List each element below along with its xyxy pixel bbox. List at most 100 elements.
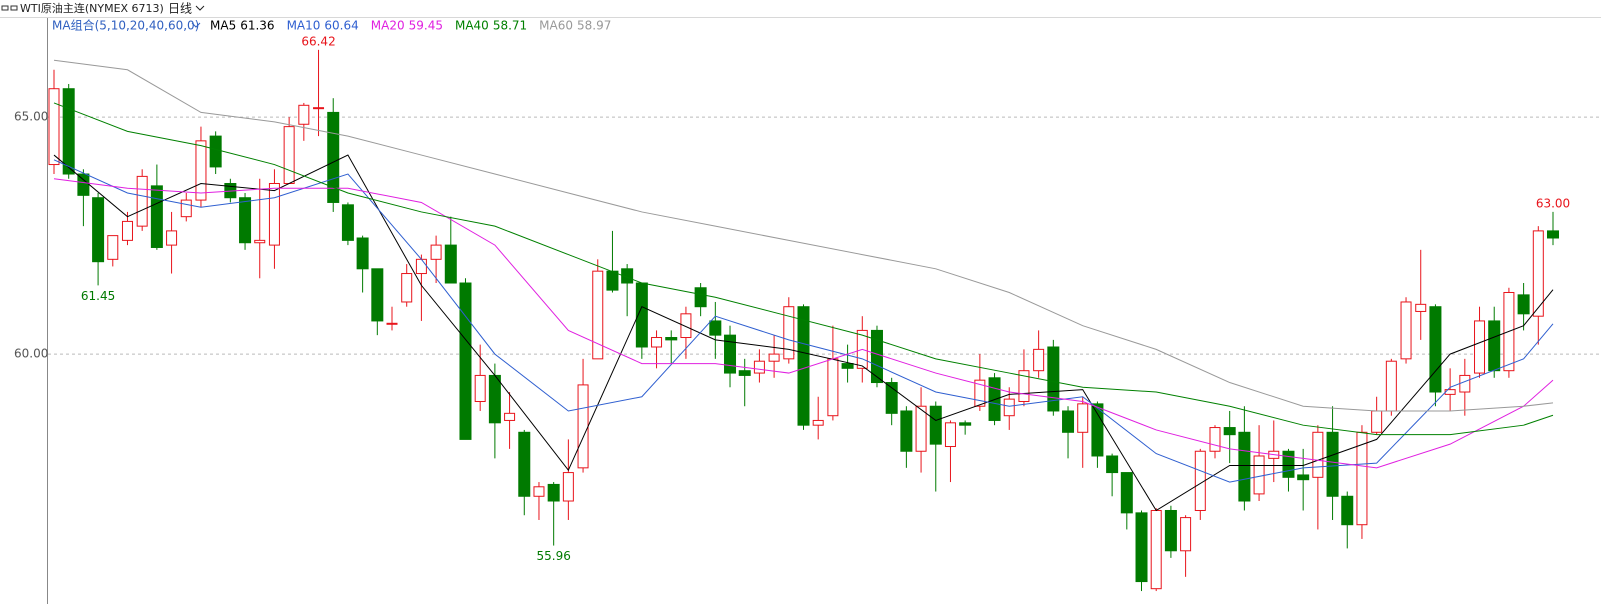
candle-body bbox=[753, 360, 765, 374]
extreme-label: 63.00 bbox=[1536, 196, 1570, 210]
candle-body bbox=[1150, 509, 1162, 590]
ma-group-chevron[interactable] bbox=[191, 22, 201, 28]
candle-body bbox=[694, 287, 707, 308]
ma-line bbox=[53, 178, 1554, 469]
ma-line bbox=[53, 154, 1554, 512]
candle-body bbox=[577, 384, 589, 469]
candle-body bbox=[665, 337, 678, 341]
candle-body bbox=[1474, 320, 1486, 374]
candle-body bbox=[298, 104, 310, 125]
candle-body bbox=[562, 472, 574, 502]
legend-value: 61.36 bbox=[240, 19, 274, 33]
legend-name: MA20 bbox=[371, 19, 405, 33]
candle-body bbox=[1312, 431, 1324, 478]
candle-body bbox=[885, 382, 898, 414]
candle-body bbox=[1371, 410, 1383, 433]
extreme-label: 66.42 bbox=[301, 34, 335, 48]
candle-body bbox=[915, 405, 927, 452]
candle-body bbox=[812, 419, 824, 426]
candle-body bbox=[136, 175, 148, 227]
candle-body bbox=[356, 237, 369, 270]
ma-line bbox=[53, 59, 1554, 412]
candle-body bbox=[724, 334, 737, 374]
candle-body bbox=[62, 88, 75, 175]
candle-body bbox=[430, 244, 442, 260]
extreme-label: 61.45 bbox=[81, 289, 115, 303]
candle-body bbox=[48, 88, 60, 166]
candle-body bbox=[1033, 348, 1045, 372]
candle-body bbox=[313, 107, 325, 110]
candle-body bbox=[166, 230, 178, 246]
candle-body bbox=[547, 483, 560, 502]
y-tick-label: 65.00 bbox=[14, 110, 48, 124]
candle-body bbox=[1429, 306, 1442, 393]
candle-body bbox=[1253, 455, 1265, 495]
candle-body bbox=[254, 239, 266, 244]
candle-body bbox=[1223, 427, 1236, 436]
candle-body bbox=[738, 370, 751, 376]
candle-body bbox=[121, 220, 133, 241]
ma-group-label[interactable]: MA组合(5,10,20,40,60,0) bbox=[52, 18, 199, 33]
header-icon bbox=[1, 5, 18, 11]
chart-title: WTI原油主连(NYMEX 6713) bbox=[20, 1, 164, 15]
candle-body bbox=[1077, 403, 1089, 433]
candle-body bbox=[1062, 410, 1075, 433]
candle-body bbox=[1488, 320, 1501, 372]
candle-body bbox=[592, 270, 604, 360]
candle-body bbox=[929, 405, 942, 445]
period-label[interactable]: 日线 bbox=[168, 2, 192, 16]
candle-body bbox=[239, 197, 252, 244]
candle-body bbox=[1326, 431, 1339, 497]
candle-body bbox=[841, 363, 854, 369]
candle-body bbox=[680, 313, 692, 339]
candle-body bbox=[488, 374, 501, 424]
candle-body bbox=[1106, 455, 1119, 474]
candle-body bbox=[1517, 294, 1530, 315]
candle-body bbox=[900, 410, 913, 452]
candle-body bbox=[797, 306, 810, 426]
ma-line bbox=[53, 159, 1554, 483]
candle-body bbox=[415, 258, 427, 275]
candle-body bbox=[959, 422, 972, 426]
candle-body bbox=[107, 235, 119, 260]
legend-value: 59.45 bbox=[409, 19, 443, 33]
candle-body bbox=[371, 268, 384, 322]
extreme-label: 55.96 bbox=[536, 549, 570, 563]
candle-body bbox=[341, 204, 354, 241]
candle-body bbox=[77, 173, 90, 196]
candle-body bbox=[1341, 495, 1354, 526]
candle-body bbox=[783, 306, 795, 360]
candle-body bbox=[401, 273, 413, 303]
candle-body bbox=[504, 412, 516, 421]
legend-value: 58.71 bbox=[493, 19, 527, 33]
period-chevron[interactable] bbox=[195, 5, 205, 11]
candle-body bbox=[1135, 512, 1148, 583]
candle-body bbox=[1238, 431, 1251, 502]
candle-body bbox=[518, 431, 531, 497]
candle-body bbox=[768, 353, 780, 362]
candle-body bbox=[327, 111, 340, 203]
y-tick-label: 60.00 bbox=[14, 347, 48, 361]
candle-body bbox=[974, 379, 986, 407]
candle-body bbox=[944, 422, 956, 448]
candle-body bbox=[386, 322, 398, 325]
candle-body bbox=[1532, 230, 1544, 317]
candle-body bbox=[474, 374, 486, 402]
candle-body bbox=[1209, 427, 1221, 452]
candle-body bbox=[870, 329, 883, 384]
candle-body bbox=[1400, 301, 1412, 360]
candle-body bbox=[606, 270, 619, 291]
legend-name: MA10 bbox=[287, 19, 321, 33]
candle-body bbox=[92, 197, 105, 263]
legend-value: 60.64 bbox=[324, 19, 358, 33]
candle-body bbox=[444, 244, 457, 284]
candle-body bbox=[1180, 517, 1192, 552]
candle-body bbox=[1091, 403, 1104, 457]
legend-value: 58.97 bbox=[577, 19, 611, 33]
candle-body bbox=[1282, 450, 1295, 478]
candle-body bbox=[283, 126, 295, 184]
candle-body bbox=[651, 337, 663, 348]
candle-body bbox=[209, 135, 222, 168]
candle-body bbox=[150, 185, 163, 248]
